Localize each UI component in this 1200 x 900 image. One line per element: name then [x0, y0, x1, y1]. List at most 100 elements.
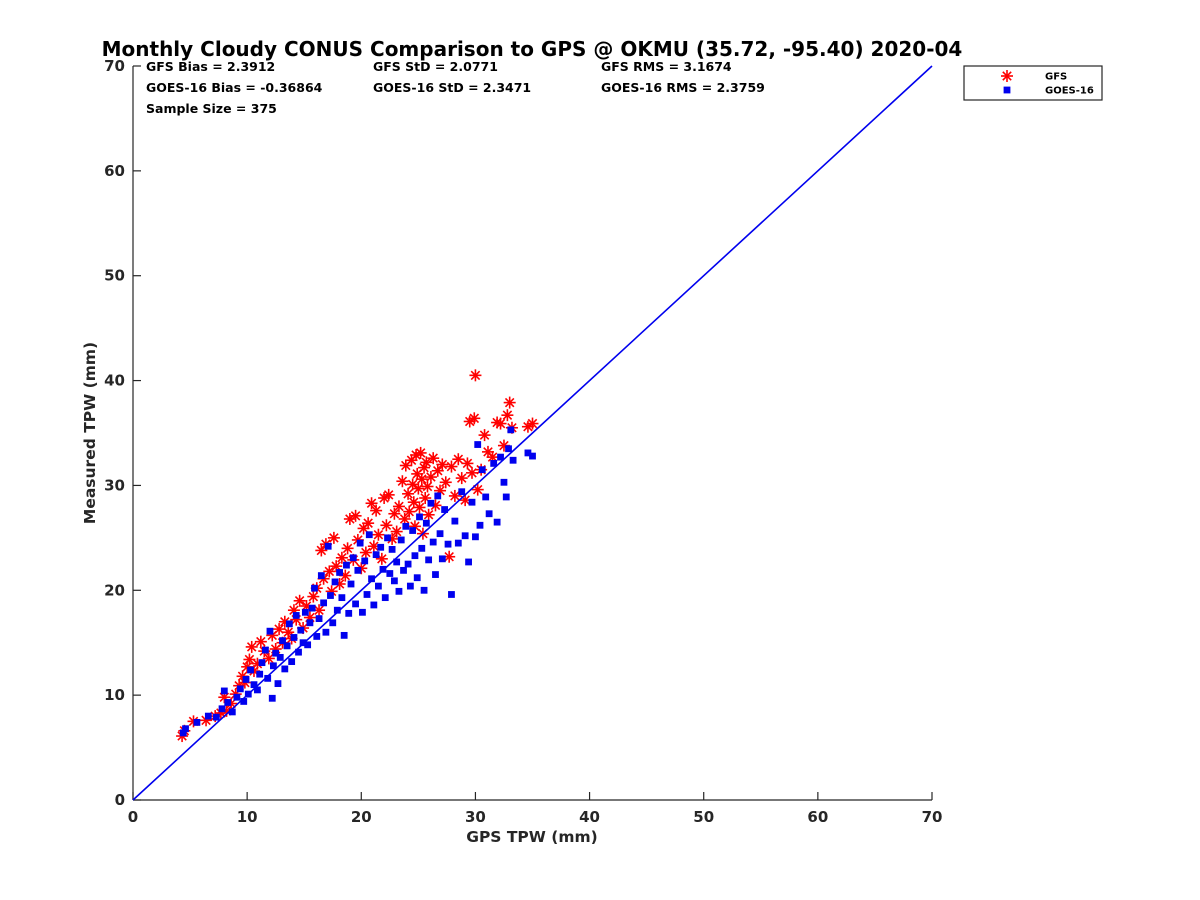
stat-text: Sample Size = 375 [146, 101, 277, 116]
data-point [218, 705, 226, 713]
data-point [443, 550, 456, 563]
data-point [363, 591, 371, 598]
stat-text: GFS StD = 2.0771 [373, 59, 498, 74]
data-point [352, 600, 359, 608]
data-point [396, 475, 409, 488]
data-point [404, 560, 412, 568]
data-point [501, 409, 514, 422]
data-point [340, 631, 348, 639]
data-point [349, 509, 362, 522]
data-point [406, 582, 414, 590]
legend: GFS GOES-16 [963, 65, 1103, 101]
x-tick-label: 40 [579, 808, 600, 826]
data-point [452, 453, 465, 466]
data-point [338, 594, 346, 602]
data-point [384, 534, 391, 542]
data-point [461, 457, 474, 470]
data-point [304, 641, 312, 649]
data-point [432, 571, 439, 578]
data-point [438, 555, 446, 563]
data-point [315, 615, 323, 622]
data-point [193, 719, 201, 726]
data-point [390, 525, 403, 538]
data-point [420, 456, 433, 469]
data-point [256, 670, 264, 678]
data-point [295, 648, 302, 656]
data-point [349, 554, 357, 562]
data-point [529, 452, 536, 460]
data-point [468, 498, 476, 506]
data-point [301, 608, 309, 616]
data-point [490, 460, 498, 467]
data-point [315, 544, 328, 557]
data-point [292, 612, 300, 619]
data-point [308, 604, 316, 612]
data-point [290, 634, 298, 641]
data-point [500, 478, 508, 486]
data-point [526, 417, 539, 430]
data-point [179, 729, 187, 737]
plot-area: 0 10 20 30 40 50 60 70 0 10 20 30 40 50 60 70 [104, 57, 942, 826]
data-point [220, 687, 228, 695]
data-point [372, 528, 385, 541]
data-point [422, 508, 435, 521]
data-point [306, 619, 314, 627]
data-point [329, 619, 337, 627]
data-point [524, 449, 532, 457]
data-point [482, 493, 490, 501]
data-point [445, 460, 458, 473]
data-point [439, 476, 452, 489]
data-point [448, 591, 455, 598]
data-point [485, 510, 493, 518]
data-point [228, 708, 236, 716]
data-point [392, 500, 405, 513]
y-tick-label: 20 [104, 581, 125, 599]
data-point [472, 533, 479, 541]
data-point [335, 551, 348, 564]
data-point [505, 445, 512, 453]
stat-text: GOES-16 RMS = 2.3759 [601, 80, 765, 95]
x-axis-label: GPS TPW (mm) [466, 828, 598, 846]
data-point [264, 674, 272, 682]
data-point [436, 530, 444, 538]
data-point [359, 546, 372, 559]
data-point [486, 451, 499, 464]
data-point [403, 505, 416, 518]
data-point [465, 558, 472, 566]
data-point [375, 582, 382, 590]
data-point [323, 565, 336, 578]
data-point [273, 623, 286, 636]
data-point [448, 489, 461, 502]
data-point [293, 594, 306, 607]
data-point [429, 538, 437, 546]
data-point [415, 473, 428, 486]
data-point [343, 561, 350, 569]
data-point [240, 698, 248, 705]
stat-text: GOES-16 Bias = -0.36864 [146, 80, 323, 95]
data-point [390, 577, 398, 585]
data-point [398, 512, 411, 525]
data-point [370, 601, 378, 609]
data-point [200, 714, 213, 727]
data-point [254, 635, 267, 648]
data-point [322, 628, 330, 636]
data-point [247, 666, 254, 674]
legend-marker-gfs [1001, 70, 1013, 82]
data-point [377, 543, 385, 551]
y-axis-label: Measured TPW (mm) [81, 342, 99, 524]
data-point [262, 652, 275, 665]
data-point [258, 659, 266, 667]
y-tick-label: 70 [104, 57, 125, 75]
data-point [268, 694, 276, 702]
x-tick-label: 60 [807, 808, 828, 826]
data-point [455, 472, 468, 485]
data-point [497, 453, 504, 461]
data-point [422, 519, 430, 527]
data-point [413, 574, 421, 582]
legend-marker-goes-16 [1003, 86, 1011, 94]
data-point [380, 519, 393, 532]
x-tick-label: 10 [237, 808, 258, 826]
data-point [361, 557, 369, 565]
data-point [276, 653, 284, 661]
